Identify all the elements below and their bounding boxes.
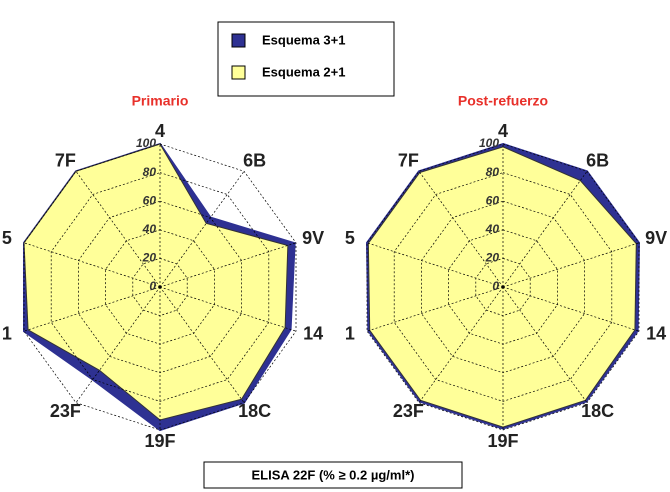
r-tick-label: 0 bbox=[149, 279, 156, 293]
category-label: 19F bbox=[487, 431, 518, 451]
legend-swatch bbox=[231, 65, 246, 80]
category-label: 19F bbox=[144, 431, 175, 451]
chart-title: Primario bbox=[132, 93, 189, 109]
grid-ring bbox=[23, 143, 297, 431]
r-tick-label: 100 bbox=[479, 136, 499, 150]
category-label: 4 bbox=[155, 121, 165, 141]
caption-box bbox=[203, 461, 463, 489]
r-tick-label: 80 bbox=[486, 165, 500, 179]
r-tick-label: 20 bbox=[485, 251, 500, 265]
category-label: 18C bbox=[581, 401, 614, 421]
legend-label: Esquema 3+1 bbox=[262, 32, 345, 47]
category-label: 6B bbox=[586, 150, 609, 170]
category-label: 7F bbox=[398, 150, 419, 170]
chart-title: Post-refuerzo bbox=[458, 93, 548, 109]
category-label: 1 bbox=[2, 324, 12, 344]
legend-label: Esquema 2+1 bbox=[262, 64, 345, 79]
category-label: 18C bbox=[238, 401, 271, 421]
r-tick-label: 100 bbox=[136, 136, 156, 150]
r-tick-label: 60 bbox=[486, 193, 500, 207]
category-label: 5 bbox=[2, 228, 12, 248]
r-tick-label: 40 bbox=[142, 222, 157, 236]
legend-box bbox=[217, 21, 395, 97]
r-tick-label: 60 bbox=[143, 193, 157, 207]
category-label: 9V bbox=[645, 228, 667, 248]
legend-swatch bbox=[231, 33, 246, 48]
category-label: 4 bbox=[498, 121, 508, 141]
category-label: 6B bbox=[243, 150, 266, 170]
category-label: 23F bbox=[393, 401, 424, 421]
r-tick-label: 0 bbox=[492, 279, 499, 293]
category-label: 5 bbox=[345, 228, 355, 248]
grid-ring bbox=[50, 172, 270, 402]
category-label: 14 bbox=[646, 324, 666, 344]
r-tick-label: 40 bbox=[485, 222, 500, 236]
grid-ring bbox=[393, 172, 613, 402]
category-label: 14 bbox=[303, 324, 323, 344]
caption: ELISA 22F (% ≥ 0.2 µg/ml*) bbox=[252, 467, 415, 482]
grid-ring bbox=[366, 143, 640, 431]
category-label: 9V bbox=[302, 228, 324, 248]
category-label: 1 bbox=[345, 324, 355, 344]
category-label: 23F bbox=[50, 401, 81, 421]
category-label: 7F bbox=[55, 150, 76, 170]
r-tick-label: 80 bbox=[143, 165, 157, 179]
r-tick-label: 20 bbox=[142, 251, 157, 265]
